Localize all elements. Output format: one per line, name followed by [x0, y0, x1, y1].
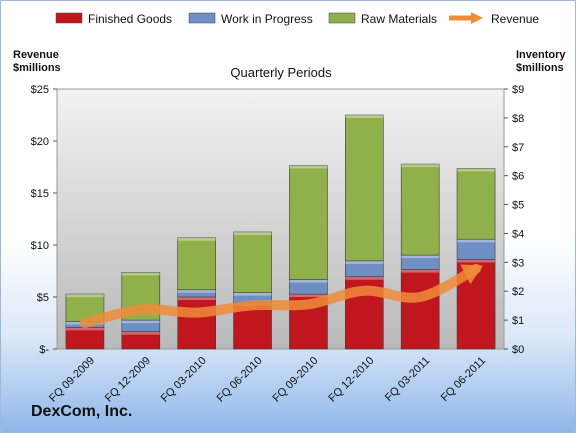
- y-right-tick-0: $0: [512, 344, 524, 356]
- y-right-tick-4: $4: [512, 228, 524, 240]
- y-left-tick-0: $-: [39, 344, 49, 356]
- bar-highlight-0-6: [401, 269, 440, 273]
- bar-highlight-0-7: [457, 259, 496, 263]
- bar-highlight-0-0: [65, 327, 104, 331]
- x-tick-2: FQ 03-2010: [159, 355, 209, 405]
- x-tick-0: FQ 09-2009: [47, 355, 97, 405]
- chart-title: Quarterly Periods: [230, 65, 332, 80]
- y-right-tick-5: $5: [512, 200, 524, 212]
- legend-swatch-2: [328, 12, 356, 24]
- bar-2-7: [456, 168, 496, 240]
- y-right-tick-1: $1: [512, 315, 524, 327]
- y-left-axis-title-unit: $millions: [13, 62, 61, 74]
- x-tick-3: FQ 06-2010: [215, 355, 265, 405]
- bar-1-7: [456, 238, 496, 260]
- x-tick-6: FQ 03-2011: [383, 355, 432, 404]
- y-left-tick-5: $25: [31, 84, 49, 96]
- bar-0-6: [400, 269, 440, 350]
- bar-highlight-0-5: [345, 276, 384, 280]
- bar-0-2: [177, 296, 216, 350]
- bar-2-2: [177, 237, 216, 291]
- y-right-tick-3: $3: [512, 257, 524, 269]
- bar-0-0: [65, 327, 105, 350]
- bar-2-4: [289, 165, 328, 280]
- y-right-axis-title-unit: $millions: [516, 62, 564, 74]
- bar-highlight-1-6: [401, 255, 440, 259]
- bar-highlight-2-1: [121, 272, 160, 276]
- x-tick-5: FQ 12-2010: [326, 355, 376, 405]
- y-right-tick-2: $2: [512, 286, 524, 298]
- legend-swatch-0: [55, 12, 83, 24]
- legend-label-2: Raw Materials: [361, 12, 437, 26]
- bar-highlight-2-4: [289, 165, 328, 169]
- company-name: DexCom, Inc.: [31, 403, 133, 420]
- y-left-tick-3: $15: [31, 188, 49, 200]
- legend-arrow-revenue: [471, 12, 483, 24]
- y-right-tick-7: $7: [512, 142, 524, 154]
- bar-highlight-1-1: [121, 320, 160, 324]
- y-right-tick-8: $8: [512, 113, 524, 125]
- bar-highlight-1-5: [345, 260, 384, 264]
- legend-swatch-1: [188, 12, 216, 24]
- bar-highlight-2-7: [457, 168, 496, 172]
- legend-label-revenue: Revenue: [491, 12, 539, 26]
- legend-label-1: Work in Progress: [221, 12, 313, 26]
- y-left-tick-4: $20: [31, 136, 49, 148]
- x-tick-4: FQ 09-2010: [271, 355, 321, 405]
- bar-highlight-1-3: [233, 292, 272, 296]
- y-right-axis-title: Inventory: [516, 49, 566, 61]
- bar-highlight-2-6: [401, 164, 440, 168]
- x-tick-1: FQ 12-2009: [103, 355, 153, 405]
- bar-2-5: [345, 114, 384, 262]
- legend-label-0: Finished Goods: [88, 12, 172, 26]
- bar-highlight-0-2: [177, 297, 216, 300]
- bar-2-6: [400, 163, 440, 256]
- y-left-axis-title: Revenue: [13, 49, 59, 61]
- bar-highlight-1-4: [289, 279, 328, 283]
- y-right-tick-9: $9: [512, 84, 524, 96]
- y-right-tick-6: $6: [512, 171, 524, 183]
- bar-highlight-2-5: [345, 115, 384, 118]
- revenue-arrowhead: [460, 264, 484, 285]
- x-tick-7: FQ 06-2011: [439, 355, 488, 404]
- bar-highlight-2-2: [177, 237, 216, 241]
- bar-2-3: [233, 231, 272, 293]
- bar-highlight-2-3: [233, 232, 272, 235]
- bar-highlight-1-7: [457, 239, 496, 243]
- revenue-line: [79, 263, 482, 328]
- bar-highlight-1-2: [177, 289, 216, 293]
- bar-highlight-2-0: [65, 294, 104, 298]
- legend: Finished Goods Work in Progress Raw Materi…: [55, 12, 539, 26]
- bar-highlight-0-4: [289, 294, 328, 298]
- bar-highlight-0-1: [121, 331, 160, 335]
- y-left-tick-2: $10: [31, 240, 49, 252]
- y-left-tick-1: $5: [37, 292, 49, 304]
